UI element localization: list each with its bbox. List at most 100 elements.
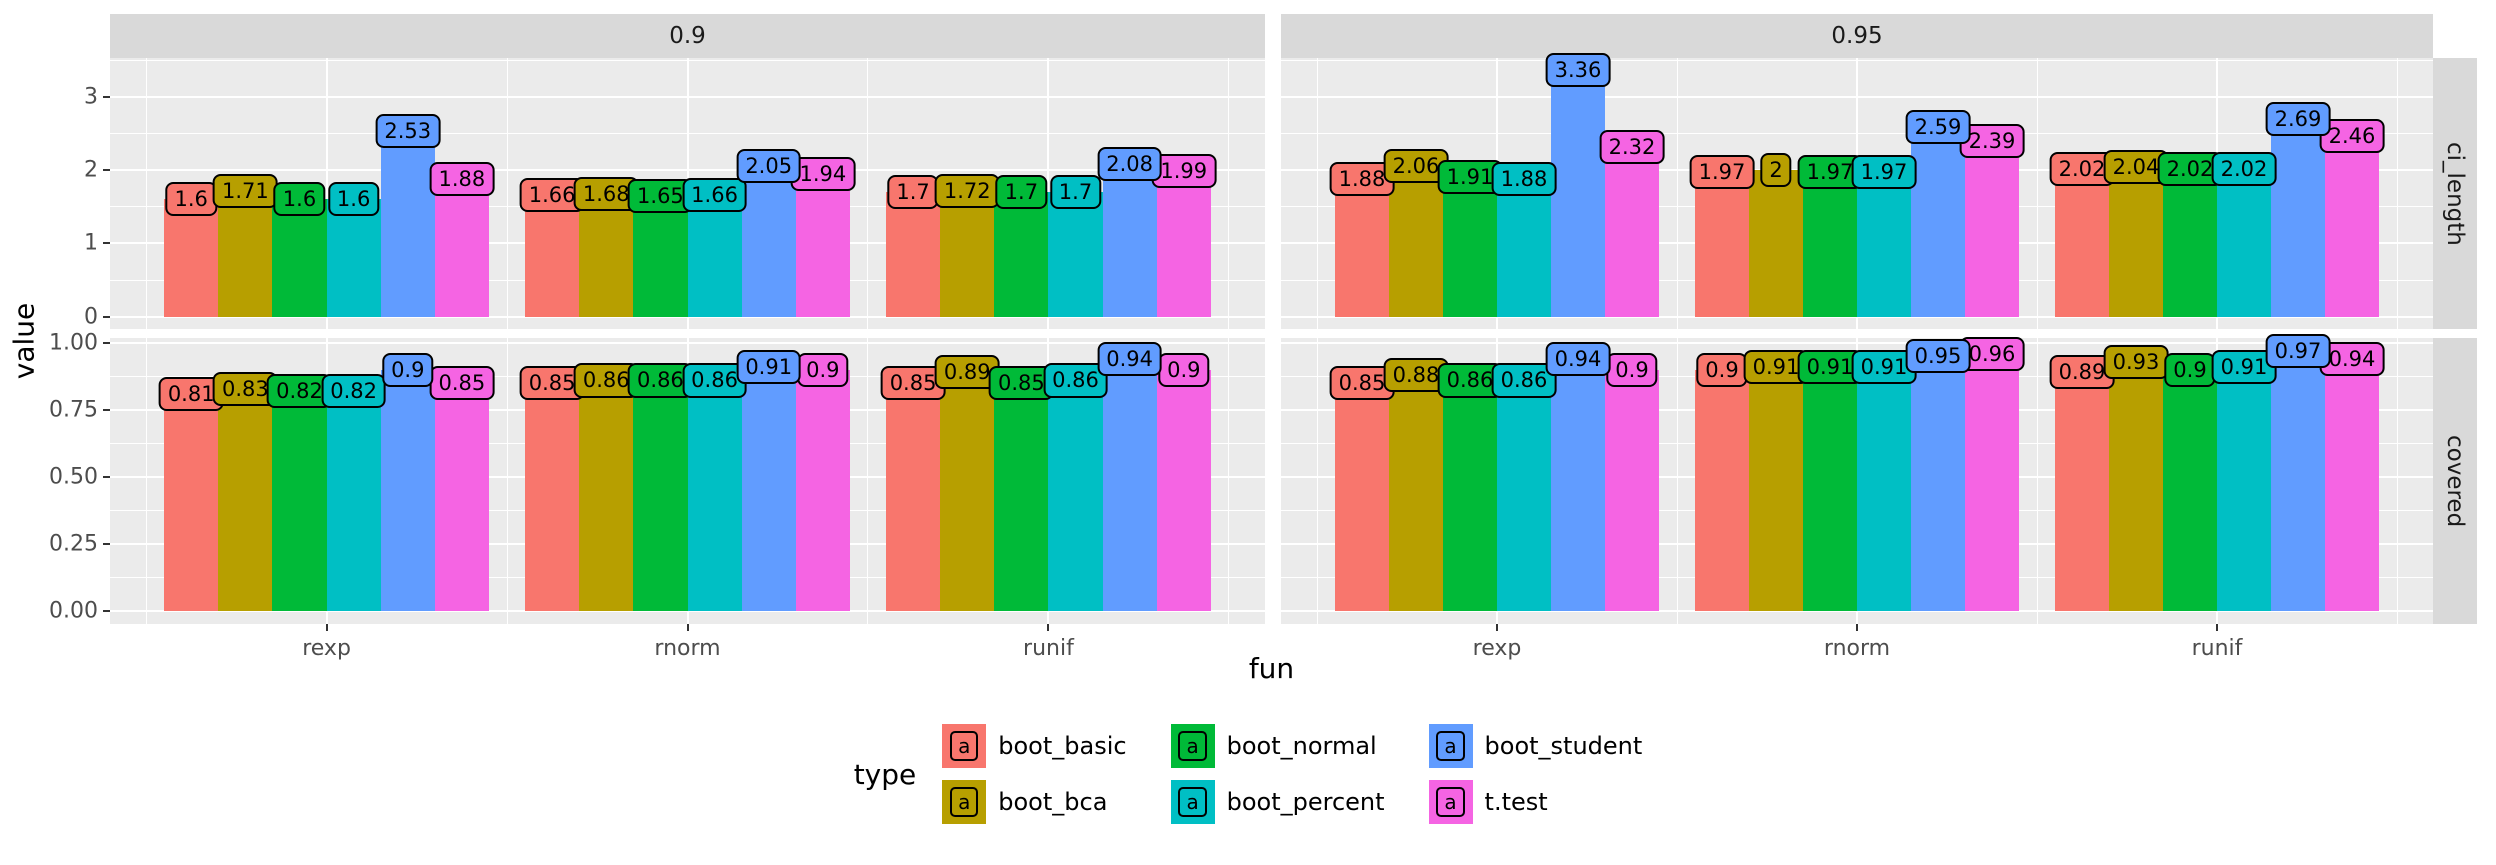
bar-label: 0.94 — [2319, 342, 2385, 377]
bar — [434, 178, 489, 317]
bar-label: 0.86 — [1043, 363, 1108, 398]
legend-key-swatch: a — [1428, 780, 1473, 824]
bar-label: 0.85 — [880, 366, 946, 401]
x-major-gridline — [325, 58, 328, 329]
legend-key-glyph: a — [950, 787, 979, 817]
bar-label: 1.7 — [887, 175, 939, 210]
bar — [687, 380, 742, 611]
bar — [1551, 359, 1605, 611]
bar-label: 1.71 — [212, 174, 278, 209]
bar-label: 1.66 — [519, 177, 585, 212]
legend-title: type — [853, 757, 917, 791]
bar-label: 0.9 — [797, 352, 849, 387]
bar — [380, 369, 435, 611]
x-minor-gridline — [2396, 338, 2398, 624]
y-tick-mark — [103, 242, 110, 245]
x-minor-gridline — [1676, 338, 1678, 624]
bar — [2271, 119, 2325, 317]
bar-label: 0.91 — [1851, 350, 1917, 385]
y-tick-label: 0.25 — [49, 531, 98, 557]
legend-column: a boot_basic a boot_bca — [942, 724, 1127, 824]
facet-row-strip: ci_length — [2433, 58, 2477, 329]
y-tick-mark — [103, 408, 110, 411]
x-tick-mark — [325, 624, 328, 631]
bar-label: 2.53 — [375, 114, 441, 149]
bar — [164, 393, 219, 611]
bar — [994, 192, 1049, 317]
x-tick-label: rexp — [1472, 636, 1522, 661]
x-minor-gridline — [506, 58, 508, 329]
x-minor-gridline — [1316, 58, 1318, 329]
y-tick-mark — [103, 610, 110, 612]
facet-col-strip: 0.9 — [110, 14, 1265, 58]
bar — [2055, 372, 2109, 611]
y-tick-label: 0.00 — [49, 598, 98, 624]
bar-label: 0.82 — [267, 374, 332, 409]
bar-label: 0.9 — [1158, 352, 1210, 387]
y-axis-title: value — [7, 302, 41, 380]
bar — [1156, 170, 1211, 317]
y-tick-label: 1 — [84, 230, 98, 256]
facet-row-label: covered — [2442, 434, 2468, 528]
bar-label: 1.91 — [1437, 159, 1503, 194]
y-tick-mark — [103, 95, 110, 98]
facet-row-label: ci_length — [2442, 141, 2468, 246]
bar-label: 0.82 — [321, 374, 387, 409]
bar — [1911, 126, 1965, 317]
bar — [434, 383, 489, 611]
bar-label: 2.59 — [1905, 109, 1971, 144]
legend-item: a boot_student — [1428, 724, 1642, 768]
legend-item-label: boot_percent — [1226, 788, 1385, 816]
bar-label: 0.83 — [212, 371, 278, 406]
bar — [940, 190, 995, 317]
bar — [1695, 369, 1749, 611]
y-tick-label: 2 — [84, 157, 98, 183]
bar-label: 2.02 — [2211, 151, 2277, 186]
bar-label: 1.6 — [273, 182, 326, 217]
bar — [1803, 367, 1857, 611]
bar — [1497, 380, 1551, 611]
bar — [1335, 383, 1389, 611]
bar-label: 0.91 — [1797, 350, 1863, 385]
x-minor-gridline — [145, 58, 147, 329]
x-minor-gridline — [506, 338, 508, 624]
legend: type a boot_basic a boot_bca a boot_normal a bo… — [0, 724, 2496, 824]
bar-label: 1.6 — [165, 182, 217, 217]
bar — [795, 174, 850, 317]
bar — [1048, 192, 1103, 317]
bar-label: 2 — [1760, 153, 1792, 188]
x-tick-label: runif — [2191, 636, 2243, 661]
bar-label: 0.88 — [1383, 358, 1449, 393]
legend-item: a t.test — [1428, 780, 1643, 824]
bar-label: 1.66 — [682, 177, 747, 212]
bar — [1857, 172, 1911, 317]
y-tick-mark — [103, 341, 110, 344]
legend-item: a boot_bca — [942, 780, 1126, 824]
bar-label: 2.39 — [1959, 124, 2025, 159]
bar-label: 0.85 — [429, 366, 495, 401]
bar — [633, 195, 688, 317]
bar — [1497, 178, 1551, 317]
bar-label: 2.05 — [736, 149, 802, 184]
bar — [1605, 146, 1659, 317]
legend-key-swatch: a — [1428, 724, 1473, 768]
bar — [272, 199, 327, 317]
y-tick-label: 0.50 — [49, 464, 98, 490]
x-minor-gridline — [1228, 338, 1230, 624]
y-tick-mark — [103, 169, 110, 172]
bar — [326, 199, 381, 317]
bar — [1749, 170, 1803, 317]
bar-label: 1.7 — [1049, 175, 1102, 210]
legend-key-glyph: a — [1178, 787, 1207, 817]
bar — [1389, 165, 1443, 317]
bar-label: 0.9 — [1606, 352, 1658, 387]
y-tick-label: 0 — [84, 304, 98, 330]
bar — [886, 192, 941, 317]
legend-item-label: boot_bca — [998, 788, 1108, 816]
bar-label: 0.9 — [1696, 352, 1748, 387]
legend-key-glyph: a — [1178, 731, 1207, 761]
bar — [1443, 380, 1497, 611]
bar-label: 0.81 — [158, 376, 224, 411]
legend-items: a boot_basic a boot_bca a boot_normal a boot_pe… — [942, 724, 1642, 824]
legend-key-glyph: a — [1436, 787, 1465, 817]
